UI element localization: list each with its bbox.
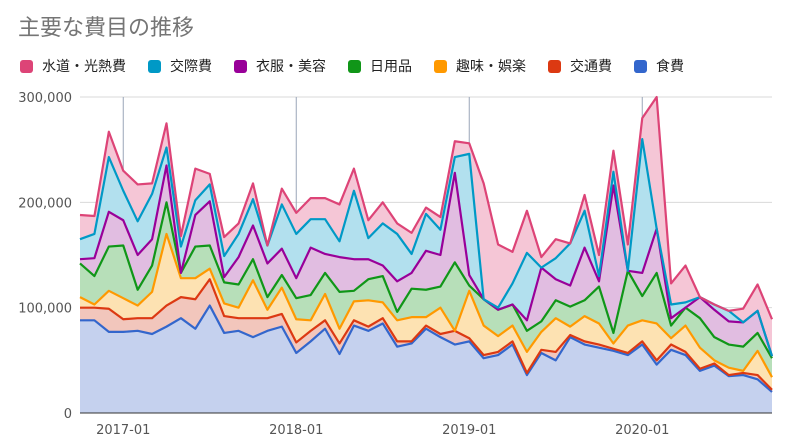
series-line-6[interactable] [79,95,774,320]
legend-label: 日用品 [370,59,412,75]
legend-swatch [634,59,647,73]
y-tick-label: 100,000 [18,302,72,317]
legend-swatch [548,59,561,73]
legend-item[interactable]: 食費 [634,56,684,76]
y-tick-label: 200,000 [18,196,72,211]
legend-item[interactable]: 衣服・美容 [234,56,326,76]
area-0 [80,305,772,413]
legend-label: 趣味・娯楽 [456,59,526,75]
series-line-1[interactable] [80,278,773,391]
legend-swatch [434,59,447,73]
area-4 [80,165,772,359]
series-line-5[interactable] [79,138,774,357]
area-5 [80,139,772,357]
x-tick-label: 2018-01 [269,423,323,438]
legend-swatch [348,59,361,73]
x-tick-label: 2020-01 [615,423,669,438]
chart-title: 主要な費目の推移 [18,16,195,41]
series-line-0[interactable] [80,304,773,393]
legend-label: 交通費 [570,59,612,75]
chart-legend: 水道・光熱費 交際費 衣服・美容 日用品 趣味・娯楽 交通費 食費 [20,56,706,76]
legend-item[interactable]: 日用品 [348,56,412,76]
series-line-3[interactable] [79,201,773,359]
legend-item[interactable]: 趣味・娯楽 [434,56,526,76]
y-tick-label: 300,000 [18,91,72,106]
legend-swatch [20,59,33,73]
legend-label: 水道・光熱費 [42,59,126,75]
legend-item[interactable]: 交際費 [148,56,212,76]
legend-swatch [234,59,247,73]
legend-label: 交際費 [170,59,212,75]
legend-item[interactable]: 交通費 [548,56,612,76]
legend-item[interactable]: 水道・光熱費 [20,56,126,76]
series-line-2[interactable] [79,232,773,378]
legend-label: 衣服・美容 [256,59,326,75]
y-tick-label: 0 [64,407,72,422]
legend-label: 食費 [656,59,684,75]
x-tick-label: 2017-01 [96,423,150,438]
legend-swatch [148,59,161,73]
x-tick-label: 2019-01 [442,423,496,438]
